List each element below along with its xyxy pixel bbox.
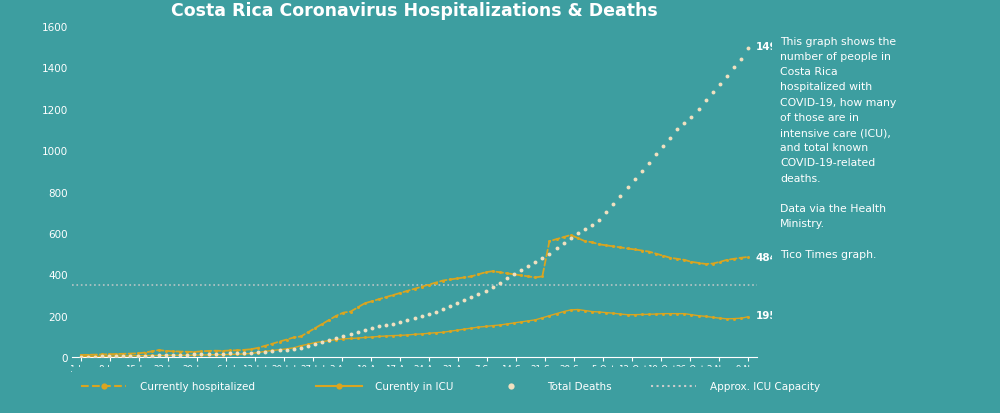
Text: Currently hospitalized: Currently hospitalized — [140, 381, 255, 391]
Title: Costa Rica Coronavirus Hospitalizations & Deaths: Costa Rica Coronavirus Hospitalizations … — [171, 2, 658, 20]
Text: 195: 195 — [756, 310, 777, 320]
Text: Total Deaths: Total Deaths — [547, 381, 612, 391]
Text: 1491: 1491 — [756, 42, 785, 52]
Text: Curently in ICU: Curently in ICU — [375, 381, 454, 391]
Text: This graph shows the
number of people in
Costa Rica
hospitalized with
COVID-19, : This graph shows the number of people in… — [780, 37, 896, 259]
Text: Approx. ICU Capacity: Approx. ICU Capacity — [710, 381, 820, 391]
Text: 484: 484 — [756, 252, 778, 262]
